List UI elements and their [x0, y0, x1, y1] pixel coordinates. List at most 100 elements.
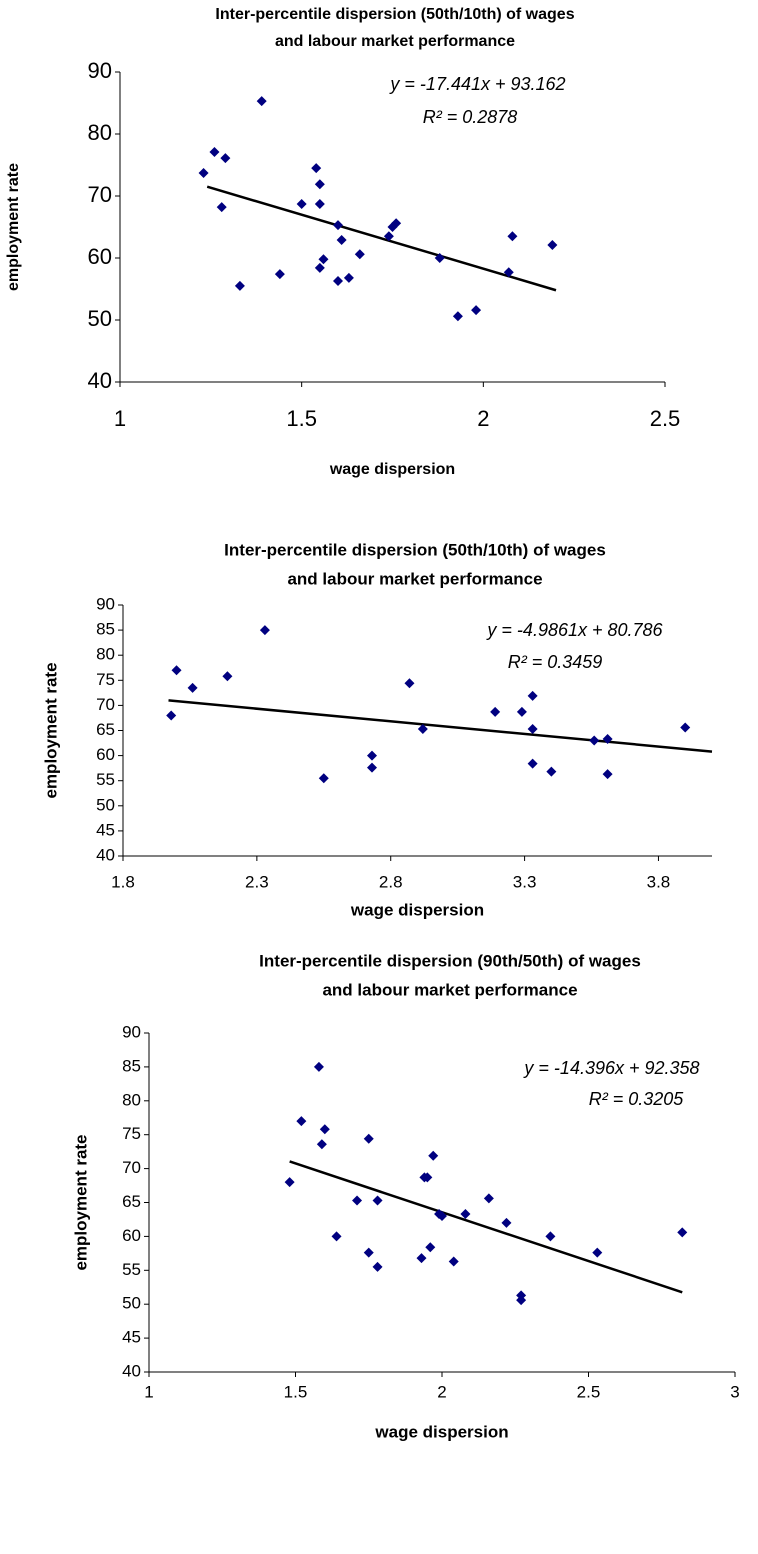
marker	[501, 1217, 512, 1228]
x-tick-label: 3.8	[647, 872, 671, 891]
marker	[343, 272, 354, 283]
marker	[434, 253, 445, 263]
marker	[318, 773, 329, 784]
marker	[171, 665, 182, 676]
y-tick-label: 55	[122, 1260, 141, 1279]
marker	[314, 199, 325, 210]
marker	[422, 1172, 433, 1183]
marker	[546, 766, 557, 777]
x-tick-label: 1.8	[111, 872, 135, 891]
marker	[516, 1290, 527, 1301]
x-tick-label: 2.5	[577, 1382, 601, 1401]
marker	[366, 762, 377, 773]
marker	[216, 202, 227, 213]
y-tick-label: 40	[122, 1361, 141, 1380]
y-tick-label: 45	[96, 820, 115, 839]
x-axis-title: wage dispersion	[350, 900, 484, 919]
y-tick-label: 65	[122, 1192, 141, 1211]
trendline	[289, 1160, 683, 1294]
x-tick-label: 2	[437, 1382, 446, 1401]
marker	[366, 750, 377, 761]
marker	[296, 1116, 307, 1127]
x-tick-label: 3	[730, 1382, 739, 1401]
marker	[416, 1253, 427, 1264]
y-tick-label: 40	[96, 845, 115, 864]
y-tick-label: 60	[96, 745, 115, 764]
x-tick-label: 3.3	[513, 872, 537, 891]
x-tick-label: 2.5	[650, 406, 681, 431]
marker	[471, 305, 482, 316]
marker	[333, 220, 343, 231]
x-tick-label: 1.5	[286, 406, 317, 431]
y-axis-title: employment rate	[5, 163, 22, 291]
chart-title: Inter-percentile dispersion (50th/10th) …	[224, 540, 606, 559]
scatter-chart: Inter-percentile dispersion (50th/10th) …	[5, 6, 680, 478]
y-tick-label: 80	[96, 645, 115, 664]
x-tick-label: 2.3	[245, 872, 269, 891]
marker	[387, 222, 398, 232]
scatter-chart: Inter-percentile dispersion (90th/50th) …	[71, 951, 739, 1441]
marker	[527, 723, 538, 734]
trendline	[206, 185, 557, 292]
x-tick-label: 1.5	[284, 1382, 308, 1401]
x-axis-title: wage dispersion	[374, 1422, 508, 1441]
marker	[198, 168, 209, 179]
y-tick-label: 40	[88, 368, 112, 393]
marker	[319, 1124, 330, 1135]
marker	[274, 269, 285, 280]
y-tick-label: 60	[88, 244, 112, 269]
marker	[314, 179, 325, 190]
marker	[331, 1231, 342, 1242]
marker	[547, 239, 558, 250]
chart-title: and labour market performance	[275, 33, 515, 50]
marker	[372, 1261, 383, 1272]
marker	[545, 1231, 556, 1242]
y-tick-label: 60	[122, 1226, 141, 1245]
marker	[404, 678, 415, 689]
marker	[589, 735, 600, 746]
x-tick-label: 2	[477, 406, 489, 431]
marker	[259, 625, 270, 636]
marker	[437, 1211, 447, 1222]
y-tick-label: 45	[122, 1328, 141, 1347]
y-tick-label: 80	[88, 120, 112, 145]
chart-title: Inter-percentile dispersion (50th/10th) …	[215, 6, 574, 23]
y-axis-title: employment rate	[71, 1134, 90, 1270]
marker	[336, 235, 347, 246]
marker	[318, 254, 329, 265]
scatter-chart: Inter-percentile dispersion (50th/10th) …	[41, 540, 713, 919]
y-tick-label: 75	[96, 670, 115, 689]
marker	[166, 710, 177, 721]
marker	[372, 1195, 383, 1206]
chart-title: and labour market performance	[322, 980, 577, 999]
marker	[363, 1133, 374, 1144]
annotation: y = -4.9861x + 80.786	[485, 620, 663, 640]
y-tick-label: 90	[96, 594, 115, 613]
annotation: y = -17.441x + 93.162	[388, 74, 565, 94]
y-tick-label: 70	[122, 1158, 141, 1177]
y-tick-label: 50	[122, 1294, 141, 1313]
marker	[516, 706, 527, 717]
marker	[592, 1247, 603, 1258]
trendline	[168, 699, 713, 753]
y-tick-label: 85	[96, 620, 115, 639]
x-axis-title: wage dispersion	[329, 461, 455, 478]
x-tick-label: 1	[114, 406, 126, 431]
marker	[483, 1193, 494, 1204]
marker	[284, 1177, 295, 1188]
marker	[352, 1195, 363, 1206]
annotation: R² = 0.3205	[589, 1089, 685, 1109]
y-tick-label: 90	[122, 1022, 141, 1041]
marker	[417, 723, 428, 734]
y-tick-label: 80	[122, 1090, 141, 1109]
marker	[428, 1150, 439, 1161]
chart-title: Inter-percentile dispersion (90th/50th) …	[259, 951, 641, 970]
y-tick-label: 85	[122, 1056, 141, 1075]
marker	[452, 311, 463, 322]
marker	[680, 722, 691, 733]
marker	[234, 280, 245, 291]
annotation: y = -14.396x + 92.358	[522, 1058, 699, 1078]
marker	[383, 231, 394, 242]
marker	[316, 1139, 327, 1150]
